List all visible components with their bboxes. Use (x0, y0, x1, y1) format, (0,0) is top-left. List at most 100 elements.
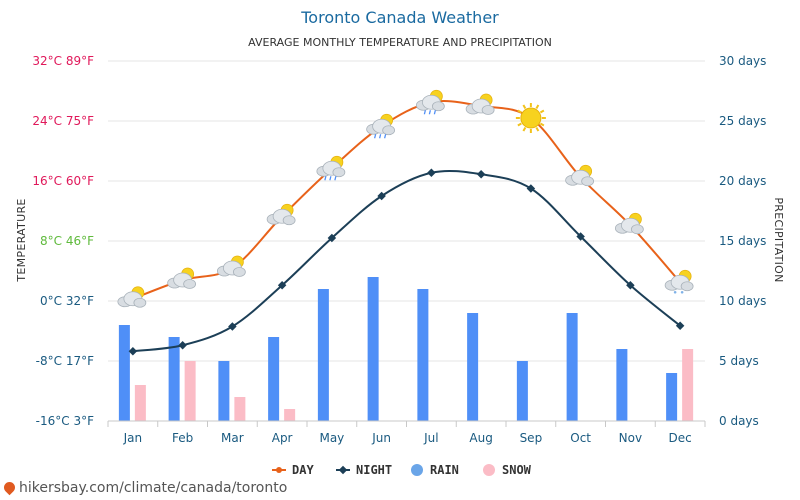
cloud-puff (183, 279, 197, 289)
rain-drop (378, 134, 382, 139)
rain-bar (566, 313, 578, 421)
sun-ray (535, 104, 540, 109)
night-point (427, 168, 436, 177)
y-right-tick-label: 20 days (719, 174, 766, 188)
rain-drop (423, 110, 427, 115)
x-tick-label: Jan (123, 431, 143, 445)
rain-bar (168, 337, 180, 421)
day-temperature-line (132, 100, 681, 300)
rain-drop (433, 110, 437, 115)
cloud-puff (332, 167, 346, 178)
cloud-puff (282, 215, 296, 226)
rain-bar (268, 337, 280, 421)
y-right-tick-label: 30 days (719, 54, 766, 68)
rain-bar (516, 361, 528, 421)
snow-bar (134, 385, 146, 421)
night-point (675, 321, 685, 330)
night-point (128, 347, 138, 356)
cloud-puff (382, 125, 396, 136)
rain-bar (616, 349, 628, 421)
rain-bar (317, 289, 329, 421)
partly-cloudy-rain-icon (366, 113, 396, 139)
cloud-puff (431, 101, 445, 112)
y-right-axis-title: PRECIPITATION (772, 197, 785, 282)
location-pin-icon (1, 479, 18, 496)
night-point (476, 170, 486, 179)
grid (108, 60, 705, 422)
x-tick-label: Sep (520, 431, 543, 445)
y-left-tick-label: 16°C 60°F (32, 174, 94, 188)
partly-cloudy-sun-icon (167, 267, 197, 289)
legend-label: DAY (292, 463, 314, 477)
night-temperature-line (132, 169, 681, 353)
partly-cloudy-sun-icon (216, 255, 246, 277)
sun-ray (539, 109, 545, 114)
legend-item-snow: SNOW (483, 463, 532, 477)
partly-cloudy-sun-icon (565, 164, 595, 187)
chart-subtitle: AVERAGE MONTHLY TEMPERATURE AND PRECIPIT… (248, 36, 552, 49)
legend-item-rain: RAIN (411, 463, 459, 477)
cloud-puff (133, 297, 147, 308)
rain-bar (218, 361, 230, 421)
legend-item-day: DAY (272, 463, 314, 477)
sun-ray (517, 109, 522, 114)
x-tick-label: Nov (619, 431, 642, 445)
partly-cloudy-sun-icon (614, 212, 644, 235)
partly-cloudy-rain-icon (316, 155, 346, 181)
legend-night-marker (338, 465, 348, 475)
y-left-tick-label: -8°C 17°F (36, 354, 94, 368)
legend-label: SNOW (502, 463, 532, 477)
sun-ray (535, 127, 540, 132)
partly-cloudy-snow-icon (664, 269, 694, 294)
y-right-tick-label: 10 days (719, 294, 766, 308)
y-left-tick-label: 0°C 32°F (40, 294, 94, 308)
night-point (377, 191, 386, 201)
temperature-lines (128, 100, 685, 356)
cloud-puff (680, 281, 694, 292)
legend-label: RAIN (430, 463, 459, 477)
rain-drop (383, 134, 387, 139)
snow-flake (680, 290, 684, 294)
night-point (277, 281, 287, 290)
cloud-puff (232, 267, 246, 277)
snow-bar (284, 409, 296, 421)
night-point (327, 233, 337, 243)
rain-bar (666, 373, 678, 421)
axes: 32°C 89°F 24°C 75°F 16°C 60°F 8°C 46°F 0°C 3… (32, 54, 766, 445)
rain-bar (118, 325, 130, 421)
y-left-axis-title: TEMPERATURE (15, 198, 28, 282)
sun-ray (517, 122, 522, 127)
x-tick-label: Feb (172, 431, 193, 445)
rain-bar (367, 277, 379, 421)
night-point (626, 281, 635, 290)
x-tick-label: Mar (221, 431, 244, 445)
legend-rain-marker (411, 464, 423, 476)
footer-link[interactable]: hikersbay.com/climate/canada/toronto (1, 479, 288, 496)
cloud-puff (481, 105, 495, 115)
x-tick-label: May (319, 431, 344, 445)
partly-cloudy-sun-icon (465, 93, 495, 115)
x-tick-label: Jun (371, 431, 391, 445)
x-tick-label: Jul (423, 431, 438, 445)
snow-bar (184, 361, 196, 421)
x-tick-label: Dec (669, 431, 692, 445)
legend-day-marker (276, 467, 282, 473)
y-right-tick-label: 25 days (719, 114, 766, 128)
night-point (228, 322, 237, 331)
night-point (178, 341, 187, 350)
chart-title: Toronto Canada Weather (300, 8, 499, 27)
footer-url: hikersbay.com/climate/canada/toronto (19, 480, 288, 496)
sun-ray (522, 104, 527, 109)
y-left-tick-label: -16°C 3°F (36, 414, 94, 428)
weather-icons (117, 89, 694, 308)
rain-drop (373, 134, 377, 139)
x-tick-label: Apr (272, 431, 293, 445)
y-left-tick-label: 32°C 89°F (32, 54, 94, 68)
sunny-icon (515, 103, 546, 133)
sun-ray (522, 127, 527, 132)
rain-bar (467, 313, 479, 421)
precipitation-bars (118, 277, 694, 421)
y-right-tick-label: 15 days (719, 234, 766, 248)
legend: DAY NIGHT RAIN SNOW (272, 463, 532, 477)
